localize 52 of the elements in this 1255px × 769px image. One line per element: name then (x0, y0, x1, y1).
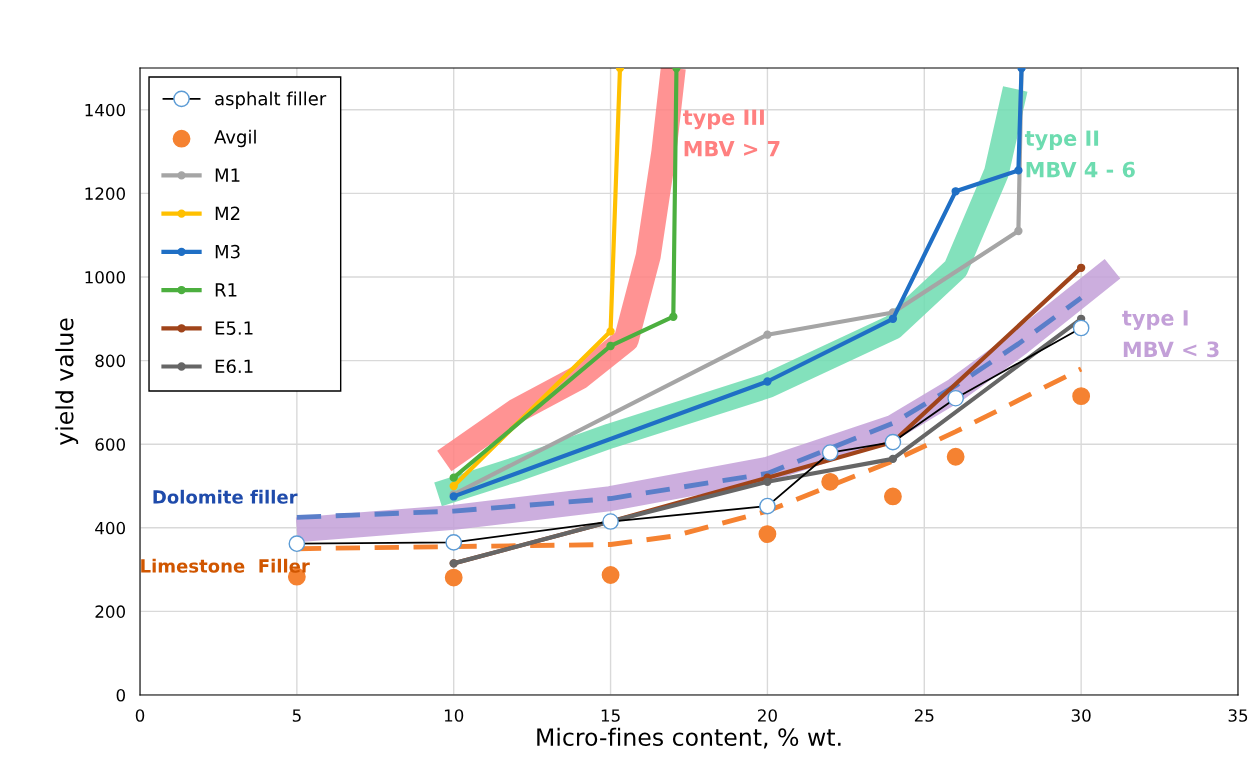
legend-label: E6.1 (215, 359, 253, 374)
point (449, 473, 458, 482)
x-tick-label: 10 (444, 709, 464, 722)
series-label: type III MBV > 7 (683, 109, 780, 157)
legend-label: R1 (215, 283, 237, 297)
y-axis-title: yield value (55, 318, 79, 446)
x-axis-title: Micro-fines content, % wt. (537, 727, 841, 749)
y-tick-label: 400 (95, 521, 125, 535)
x-tick-label: 30 (1071, 709, 1091, 722)
y-tick-label: 200 (95, 605, 125, 618)
legend-label: asphalt filler (215, 91, 327, 109)
x-tick-label: 25 (914, 709, 934, 722)
legend-label: Avgil (214, 129, 256, 148)
x-tick-label: 35 (1228, 709, 1248, 722)
y-tick-label: 0 (116, 688, 125, 702)
point (606, 327, 615, 336)
x-tick-label: 20 (758, 709, 777, 722)
point (888, 314, 898, 323)
series-label: type I MBV < 3 (1122, 310, 1219, 358)
series-label: Limestone Filler (141, 558, 310, 573)
point (601, 566, 620, 584)
point (821, 472, 840, 491)
point (951, 187, 960, 196)
legend-label: E5.1 (215, 321, 253, 335)
point (606, 341, 615, 351)
y-tick-label: 1200 (85, 187, 125, 200)
y-tick-label: 800 (95, 354, 125, 368)
point (946, 447, 965, 466)
legend-label: M2 (215, 206, 240, 220)
y-tick-label: 600 (95, 438, 125, 451)
y-tick-label: 1400 (85, 103, 125, 117)
legend-label: M3 (215, 244, 240, 259)
point (763, 330, 772, 339)
x-tick-label: 5 (292, 709, 301, 722)
point (449, 481, 458, 491)
x-tick-label: 15 (601, 709, 620, 722)
series-label: Dolomite filler (153, 489, 298, 504)
point (758, 525, 777, 543)
point (884, 487, 902, 506)
point (669, 312, 678, 321)
point (444, 568, 463, 587)
point (763, 377, 772, 386)
point (1072, 387, 1091, 406)
series-label: type II MBV 4 - 6 (1024, 130, 1135, 178)
legend-label: M1 (215, 168, 240, 182)
point (888, 454, 898, 463)
y-tick-label: 1000 (85, 270, 125, 284)
point (1076, 263, 1086, 272)
point (763, 477, 772, 486)
point (1014, 226, 1023, 236)
point (1014, 166, 1023, 175)
x-tick-label: 0 (135, 709, 145, 722)
